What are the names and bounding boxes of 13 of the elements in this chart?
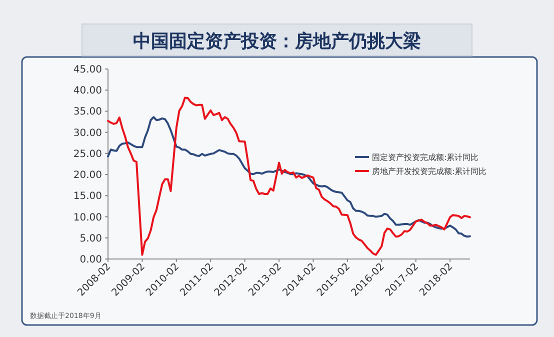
legend-label: 固定资产投资完成额:累计同比	[372, 153, 479, 162]
y-tick-label: 0.00	[80, 254, 102, 266]
y-tick-label: 45.00	[73, 64, 102, 76]
y-tick-label: 40.00	[73, 86, 102, 97]
y-tick-label: 10.00	[73, 212, 102, 224]
y-tick-label: 15.00	[73, 191, 102, 202]
chart-title: 中国固定资产投资：房地产仍挑大梁	[133, 31, 421, 52]
y-tick-label: 30.00	[73, 128, 102, 139]
y-tick-label: 5.00	[80, 233, 102, 244]
legend-label: 房地产开发投资完成额:累计同比	[372, 167, 487, 176]
y-tick-label: 35.00	[73, 106, 102, 118]
y-tick-label: 25.00	[73, 148, 102, 160]
y-tick-label: 20.00	[73, 170, 102, 182]
